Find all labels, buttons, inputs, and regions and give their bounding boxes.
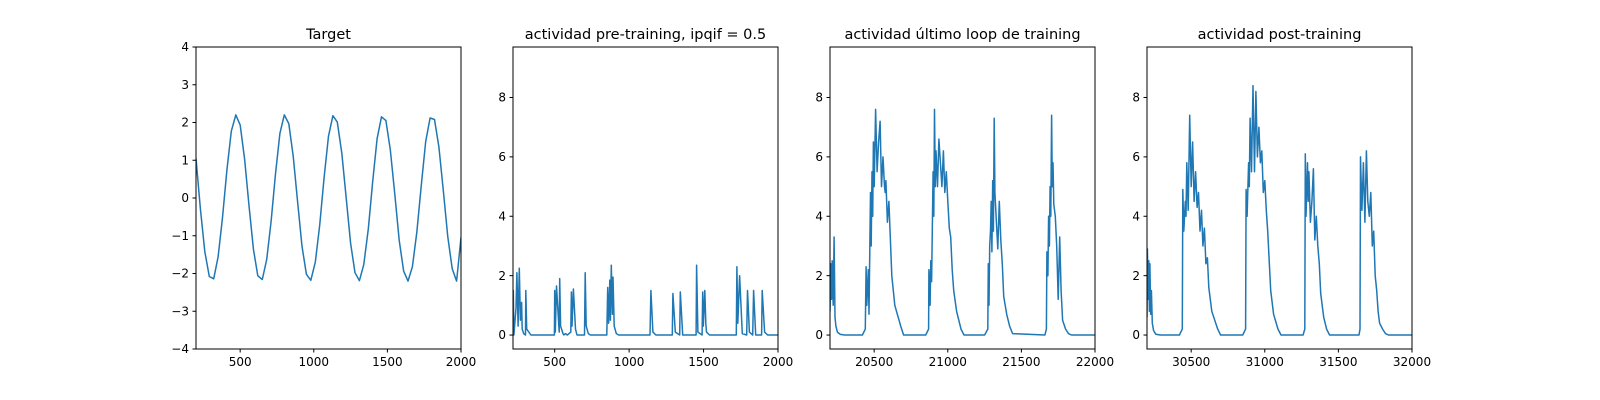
y-tick-label: −4	[171, 342, 189, 356]
x-tick-label: 31500	[1319, 355, 1357, 369]
x-tick-label: 20500	[855, 355, 893, 369]
series-line	[196, 114, 461, 282]
x-tick-label: 500	[543, 355, 566, 369]
y-tick-label: 8	[815, 91, 823, 105]
x-tick-label: 22000	[1076, 355, 1114, 369]
x-tick-label: 500	[229, 355, 252, 369]
plot-frame	[1146, 46, 1413, 350]
series-line	[513, 264, 778, 336]
y-tick-label: 2	[815, 269, 823, 283]
y-tick-label: −3	[171, 304, 189, 318]
y-tick-label: 8	[498, 91, 506, 105]
y-tick-label: 2	[498, 269, 506, 283]
panel-title: actividad último loop de training	[844, 27, 1080, 43]
y-tick-label: −1	[171, 229, 189, 243]
x-tick-label: 1000	[299, 355, 330, 369]
y-tick-label: 0	[1132, 328, 1140, 342]
y-tick-label: 0	[498, 328, 506, 342]
y-tick-label: 6	[498, 150, 506, 164]
y-tick-label: 1	[181, 153, 189, 167]
y-tick-label: −2	[171, 267, 189, 281]
y-tick-label: 4	[181, 40, 189, 54]
y-tick-label: 4	[815, 209, 823, 223]
y-tick-label: 2	[1132, 269, 1140, 283]
x-tick-label: 1000	[614, 355, 645, 369]
x-tick-label: 31000	[1246, 355, 1284, 369]
y-tick-label: 4	[498, 209, 506, 223]
x-tick-label: 1500	[688, 355, 719, 369]
y-tick-label: 4	[1132, 209, 1140, 223]
y-tick-label: 8	[1132, 91, 1140, 105]
y-tick-label: 2	[181, 116, 189, 130]
x-tick-label: 2000	[763, 355, 794, 369]
plot-frame	[829, 46, 1096, 350]
series-line	[830, 108, 1095, 336]
y-tick-label: 3	[181, 78, 189, 92]
panel-target: Target 500 1000 1500 2000 4 3 2 1 0 −1 −2 −3 −4	[171, 27, 476, 369]
panel-post-training: actividad post-training 30500 31000 31500 32…	[1132, 27, 1431, 369]
y-tick-label: 0	[181, 191, 189, 205]
panel-last-training-loop: actividad último loop de training 20500 21…	[815, 27, 1114, 369]
y-tick-label: 6	[815, 150, 823, 164]
plot-frame	[512, 46, 779, 350]
y-tick-label: 0	[815, 328, 823, 342]
panel-title: actividad pre-training, ipqif = 0.5	[525, 27, 766, 43]
x-tick-label: 21500	[1002, 355, 1040, 369]
x-tick-label: 21000	[929, 355, 967, 369]
panel-pre-training: actividad pre-training, ipqif = 0.5 500 10…	[498, 27, 793, 369]
x-tick-label: 30500	[1172, 355, 1210, 369]
panel-title: Target	[305, 27, 351, 43]
x-tick-label: 1500	[372, 355, 403, 369]
y-tick-label: 6	[1132, 150, 1140, 164]
plot-frame	[195, 46, 462, 350]
x-tick-label: 2000	[446, 355, 477, 369]
x-tick-label: 32000	[1393, 355, 1431, 369]
series-line	[1147, 84, 1412, 336]
panel-title: actividad post-training	[1198, 27, 1362, 43]
